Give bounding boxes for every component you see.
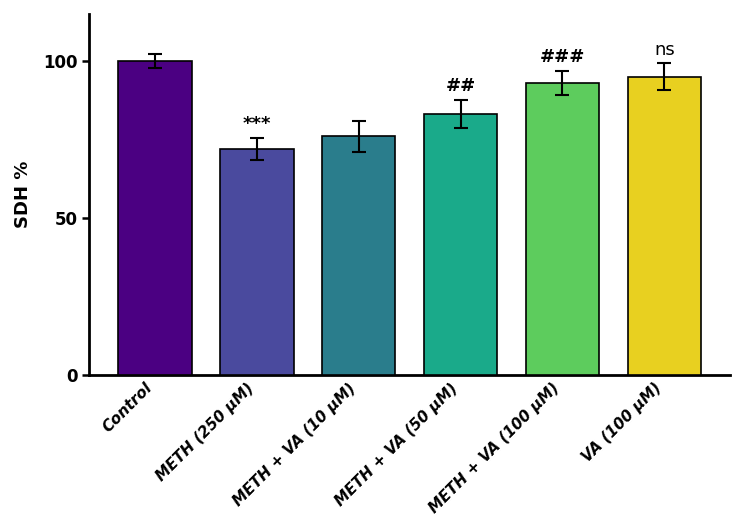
Bar [220, 149, 294, 375]
Bar [322, 136, 396, 375]
Text: ###: ### [540, 48, 586, 66]
Y-axis label: SDH %: SDH % [14, 161, 32, 228]
Bar [118, 61, 192, 375]
Bar [628, 77, 701, 375]
Bar [424, 114, 497, 375]
Text: ***: *** [243, 115, 272, 133]
Text: ns: ns [654, 41, 675, 59]
Bar [526, 83, 599, 375]
Text: ##: ## [446, 77, 475, 95]
